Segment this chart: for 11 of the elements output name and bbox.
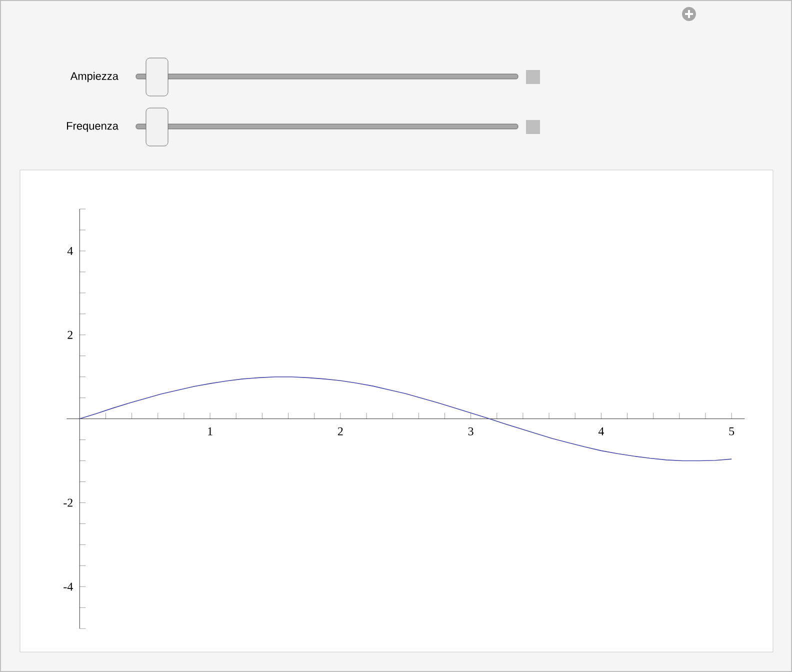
x-tick-label: 3 xyxy=(468,427,474,436)
x-tick-label: 5 xyxy=(729,427,734,436)
y-tick-label: -4 xyxy=(64,582,73,591)
y-tick-label: 4 xyxy=(67,247,73,255)
x-tick-label: 4 xyxy=(598,427,604,436)
x-tick-label: 1 xyxy=(208,427,212,436)
y-tick-label: 2 xyxy=(68,330,72,339)
text: Frequenza xyxy=(67,122,118,132)
x-tick-label: 2 xyxy=(338,427,343,436)
text: Ampiezza xyxy=(70,72,118,82)
y-tick-label: -2 xyxy=(64,498,72,507)
